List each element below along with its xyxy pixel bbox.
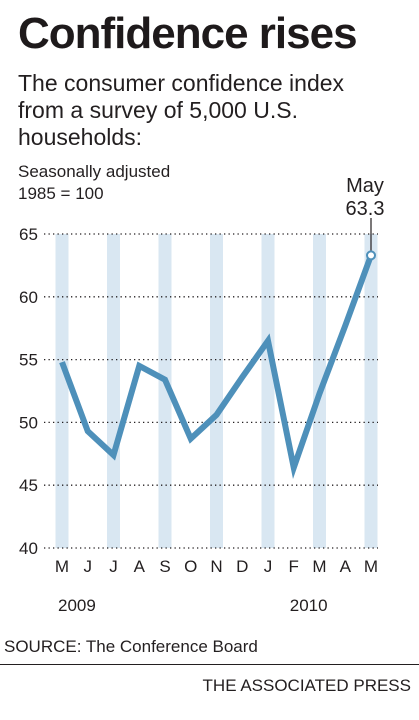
y-tick-label: 50 [19,413,38,432]
credit-line: THE ASSOCIATED PRESS [202,676,411,695]
y-tick-label: 60 [19,288,38,307]
month-band [364,234,378,548]
y-tick-label: 65 [19,225,38,244]
footer-rule [0,664,419,665]
year-label: 2010 [290,596,328,615]
month-band [210,234,223,548]
x-tick-label: D [236,557,248,576]
x-tick-label: M [364,557,378,576]
source-note: SOURCE: The Conference Board [4,637,258,656]
y-axis-unit-note: Seasonally adjusted 1985 = 100 [18,161,170,205]
unit-note-line-2: 1985 = 100 [18,184,104,203]
x-tick-label: A [134,557,146,576]
x-tick-label: O [184,557,197,576]
series-line [59,254,374,479]
month-band [261,234,275,548]
x-tick-label: S [159,557,170,576]
annotation-value: 63.3 [346,198,385,220]
unit-note-line-1: Seasonally adjusted [18,162,171,181]
year-labels: 2009 2010 [58,596,328,615]
month-band [55,234,69,548]
y-tick-label: 45 [19,476,38,495]
x-tick-label: J [264,557,273,576]
month-band [158,234,172,548]
year-label: 2009 [58,596,96,615]
x-tick-label: J [109,557,118,576]
y-axis-ticks: 40 45 50 55 60 65 [19,225,38,558]
x-tick-label: A [340,557,352,576]
x-tick-label: M [312,557,326,576]
x-tick-label: J [84,557,93,576]
subtitle-line-2: from a survey of 5,000 U.S. [18,97,298,123]
subtitle-line-1: The consumer confidence index [18,70,345,96]
annotation-marker [366,250,376,261]
x-tick-label: M [55,557,69,576]
series-group [59,254,374,479]
x-tick-label: N [210,557,222,576]
chart-title: Confidence rises [18,9,358,58]
y-tick-label: 55 [19,351,38,370]
chart-subtitle: The consumer confidence index from a sur… [18,70,413,151]
month-band [107,234,120,548]
annotation-month: May [346,175,384,197]
y-tick-label: 40 [19,539,38,558]
subtitle-line-3: households: [18,124,143,150]
x-tick-label: F [289,557,299,576]
month-bands [55,234,378,548]
